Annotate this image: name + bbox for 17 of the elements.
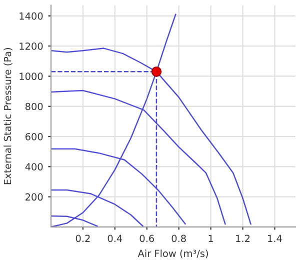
x-tick-label: 0.2 <box>76 234 90 242</box>
y-tick-label: 400 <box>25 163 43 170</box>
y-axis-title: External Static Pressure (Pa) <box>4 48 12 184</box>
x-tick-label: 1 <box>208 234 213 242</box>
x-tick-label: 1.2 <box>236 234 250 242</box>
x-tick-label: 0.4 <box>108 234 122 242</box>
y-tick-label: 200 <box>26 193 43 201</box>
y-tick-label: 1000 <box>20 72 43 80</box>
x-tick-label: 0.6 <box>140 234 154 242</box>
y-tick-label: 1200 <box>20 42 43 50</box>
x-tick-label: 0.8 <box>172 234 186 242</box>
y-tick-label: 800 <box>25 102 43 110</box>
y-tick-label: 1400 <box>20 12 43 20</box>
x-axis-title: Air Flow (m³/s) <box>138 250 208 258</box>
x-tick-label: 1.4 <box>268 234 282 242</box>
y-tick-label: 600 <box>25 132 43 140</box>
line-series <box>51 48 252 225</box>
